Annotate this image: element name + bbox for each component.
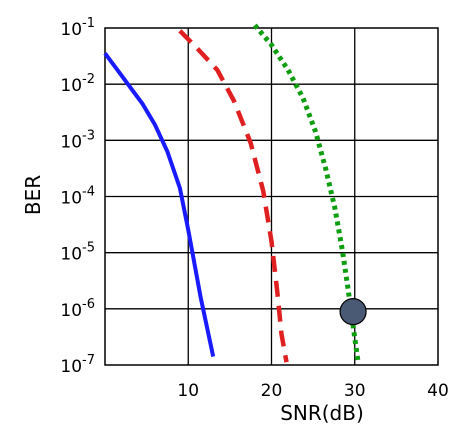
x-tick-labels: 10 20 30 40 [177, 381, 448, 401]
y-axis-label: BER [21, 175, 45, 215]
marker-layer [339, 298, 367, 326]
y-tick-label: 10-2 [60, 72, 95, 96]
y-tick-labels: 10-1 10-2 10-3 10-4 10-5 10-6 10-7 [60, 16, 95, 377]
x-axis-label: SNR(dB) [280, 401, 364, 425]
x-tick-label: 40 [427, 381, 449, 401]
x-tick-label: 30 [344, 381, 366, 401]
y-tick-label: 10-1 [60, 16, 95, 40]
series-line-2 [178, 29, 289, 363]
y-tick-label: 10-5 [60, 241, 95, 265]
x-tick-label: 10 [177, 381, 199, 401]
y-tick-label: 10-3 [60, 128, 95, 152]
y-tick-label: 10-6 [60, 297, 95, 321]
y-tick-label: 10-4 [60, 185, 95, 209]
grid [104, 27, 439, 366]
x-tick-label: 20 [261, 381, 283, 401]
y-tick-label: 10-7 [60, 353, 95, 377]
highlight-point [339, 298, 367, 326]
series-layer [103, 23, 361, 363]
series-line-1 [103, 52, 216, 358]
